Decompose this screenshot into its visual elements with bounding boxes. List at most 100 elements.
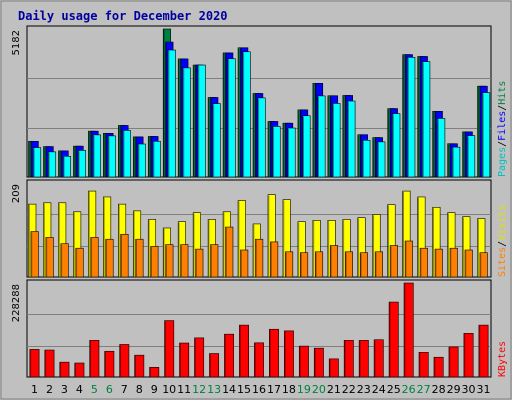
- bar-pages: [467, 135, 476, 178]
- bar-kbytes: [194, 337, 205, 378]
- kbytes-day-6: [104, 350, 115, 378]
- day-label: 11: [177, 383, 191, 396]
- pages-files-hits-legend: Pages/Files/Hits: [497, 81, 508, 177]
- sites-visits-day-31: [477, 218, 488, 278]
- bar-sites-body: [195, 248, 204, 278]
- bar-kbytes: [358, 340, 369, 378]
- bar-sites-body: [210, 244, 219, 278]
- bar-kbytes: [209, 353, 220, 378]
- day-label: 21: [327, 383, 341, 396]
- bar-kbytes: [119, 344, 130, 378]
- bar-sites: [90, 237, 99, 278]
- bar-kbytes-body: [194, 337, 205, 378]
- bar-pages-body: [332, 103, 341, 178]
- kbytes-day-7: [119, 344, 130, 378]
- bar-kbytes-body: [179, 342, 190, 378]
- kbytes-day-29: [448, 346, 459, 378]
- bar-kbytes: [164, 320, 175, 378]
- bar-sites: [464, 249, 473, 278]
- sites-visits-day-18: [282, 199, 294, 278]
- day-label: 29: [447, 383, 461, 396]
- bar-pages-body: [437, 118, 446, 178]
- bar-sites-body: [464, 249, 473, 278]
- pages-files-hits-day-27: [417, 56, 431, 178]
- bar-sites: [180, 244, 189, 278]
- legend-sites: Sites: [497, 247, 508, 277]
- sites-visits-day-19: [297, 221, 309, 278]
- bar-pages-body: [302, 115, 311, 178]
- bar-sites: [255, 238, 264, 278]
- bar-sites-body: [120, 233, 129, 278]
- day-label: 27: [417, 383, 431, 396]
- pages-files-hits-day-10: [162, 28, 176, 178]
- kbytes-day-9: [149, 367, 160, 378]
- kbytes-day-17: [269, 328, 279, 378]
- bar-pages: [137, 143, 146, 178]
- sites-visits-day-8: [132, 210, 144, 278]
- bar-sites-body: [449, 247, 458, 278]
- bar-pages-body: [452, 146, 461, 178]
- sites-visits-day-21: [327, 220, 339, 278]
- bar-pages-body: [167, 49, 176, 178]
- sites-visits-day-14: [222, 211, 234, 278]
- bar-kbytes-body: [358, 340, 369, 378]
- kbytes-legend: KBytes: [497, 341, 508, 377]
- bar-pages-body: [62, 155, 72, 178]
- bar-kbytes-body: [298, 345, 309, 378]
- bar-sites: [120, 233, 129, 278]
- kbytes-ymax-label: 228288: [11, 284, 22, 322]
- bar-kbytes-body: [119, 344, 130, 378]
- kbytes-day-3: [59, 361, 70, 378]
- kbytes-day-23: [358, 340, 369, 378]
- bar-kbytes: [388, 301, 399, 378]
- sites-visits-day-5: [88, 190, 99, 278]
- bar-kbytes-body: [328, 358, 339, 378]
- bar-sites: [240, 249, 249, 278]
- day-label: 9: [151, 383, 158, 396]
- bar-kbytes: [74, 362, 85, 378]
- bar-sites: [314, 251, 324, 278]
- bar-pages-body: [287, 127, 296, 178]
- bar-pages-body: [362, 139, 371, 178]
- day-label: 5: [91, 383, 98, 396]
- day-label: 18: [282, 383, 296, 396]
- bar-kbytes: [478, 324, 489, 378]
- day-label: 2: [46, 383, 53, 396]
- bar-pages-body: [392, 113, 401, 178]
- kbytes-day-5: [89, 340, 100, 378]
- bar-kbytes-body: [74, 362, 85, 378]
- day-label: 1: [31, 383, 38, 396]
- bar-sites-body: [240, 249, 249, 278]
- sites-visits-day-13: [207, 219, 219, 278]
- bar-pages: [302, 115, 311, 178]
- kbytes-day-15: [239, 324, 249, 378]
- bar-sites-body: [150, 246, 159, 278]
- day-label: 8: [136, 383, 143, 396]
- bar-sites: [389, 245, 398, 278]
- kbytes-day-16: [254, 342, 264, 378]
- bar-pages: [407, 57, 416, 178]
- bar-pages: [272, 126, 281, 178]
- sites-visits-day-28: [432, 206, 443, 278]
- bar-sites: [210, 244, 219, 278]
- bar-sites-body: [344, 251, 354, 278]
- pages-files-hits-day-13: [207, 97, 221, 178]
- bar-kbytes-body: [224, 333, 235, 378]
- kbytes-day-28: [433, 356, 444, 378]
- bar-sites-body: [300, 252, 309, 278]
- sites-visits-day-6: [103, 196, 114, 278]
- sites-visits-day-30: [462, 216, 473, 278]
- pages-files-hits-day-30: [462, 131, 476, 178]
- bar-kbytes-body: [239, 324, 249, 378]
- bar-kbytes: [44, 349, 55, 378]
- bar-pages-body: [317, 95, 326, 178]
- day-label: 30: [462, 383, 476, 396]
- bar-kbytes: [239, 324, 249, 378]
- bar-sites-body: [419, 247, 428, 278]
- bar-kbytes-body: [89, 340, 100, 378]
- kbytes-day-27: [418, 351, 429, 378]
- bar-kbytes-body: [164, 320, 175, 378]
- sites-visits-legend: Sites/Visits: [497, 205, 508, 277]
- bar-pages-body: [467, 135, 476, 178]
- day-label: 19: [297, 383, 311, 396]
